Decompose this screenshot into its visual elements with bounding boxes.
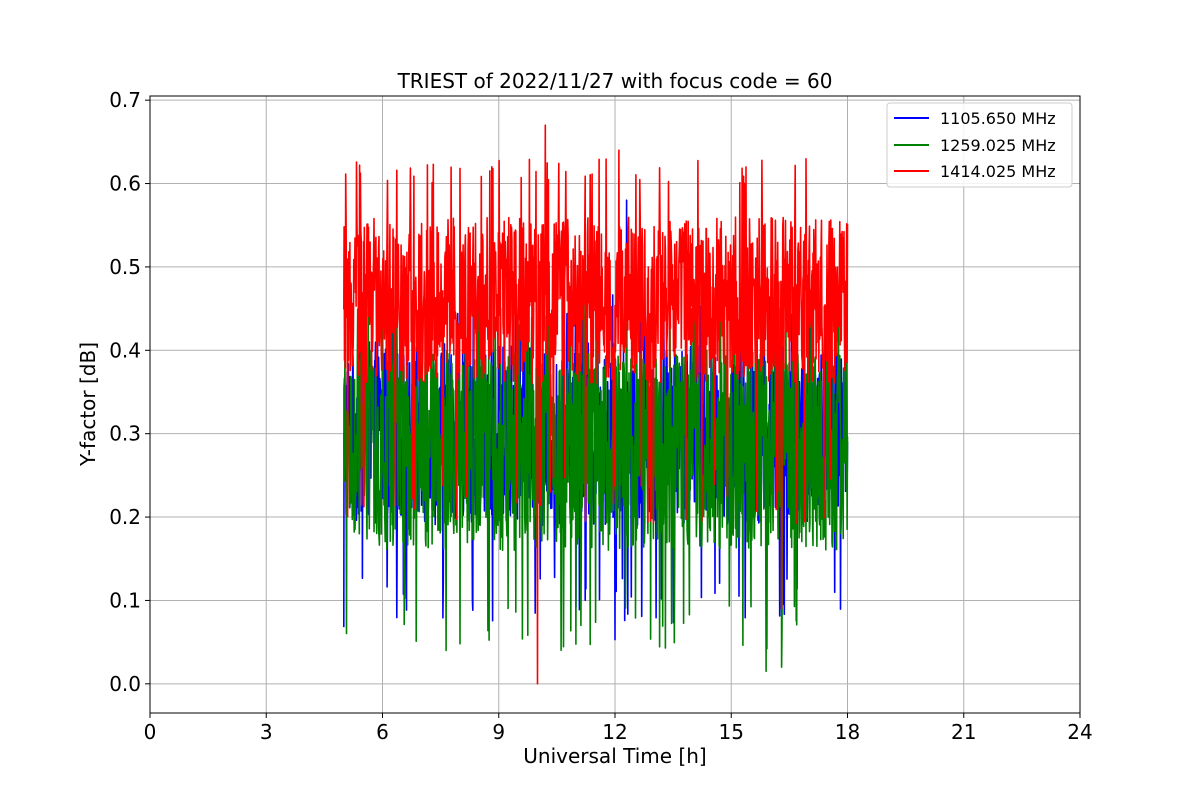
y-tick-label: 0.7 [109, 88, 141, 112]
y-tick-label: 0.0 [109, 672, 141, 696]
y-tick-label: 0.2 [109, 505, 141, 529]
legend-box [886, 102, 1073, 188]
x-tick-label: 21 [951, 720, 976, 744]
y-axis-label: Y-factor [dB] [76, 342, 100, 467]
x-axis-label: Universal Time [h] [523, 744, 706, 768]
x-axis-ticks: 0 3 6 9 12 15 18 21 24 [144, 713, 1093, 744]
legend-label-1414: 1414.025 MHz [940, 162, 1056, 181]
y-tick-label: 0.1 [109, 588, 141, 612]
legend-label-1259: 1259.025 MHz [940, 136, 1056, 155]
x-tick-label: 6 [376, 720, 389, 744]
x-tick-label: 0 [144, 720, 157, 744]
x-tick-label: 18 [835, 720, 860, 744]
x-tick-label: 3 [260, 720, 273, 744]
y-tick-label: 0.3 [109, 422, 141, 446]
series-line-3 [343, 124, 849, 685]
y-tick-label: 0.5 [109, 255, 141, 279]
legend: 1105.650 MHz 1259.025 MHz 1414.025 MHz [886, 102, 1073, 188]
x-tick-label: 12 [602, 720, 627, 744]
x-tick-label: 15 [719, 720, 744, 744]
chart-title: TRIEST of 2022/11/27 with focus code = 6… [397, 69, 833, 93]
series-line-2 [343, 300, 849, 673]
x-tick-label: 9 [492, 720, 505, 744]
y-tick-label: 0.4 [109, 338, 141, 362]
y-tick-label: 0.6 [109, 172, 141, 196]
y-axis-ticks: 0.0 0.1 0.2 0.3 0.4 0.5 0.6 0.7 [109, 88, 150, 696]
plot-area [343, 124, 849, 685]
series-layer [343, 124, 849, 685]
x-tick-label: 24 [1067, 720, 1092, 744]
legend-label-1105: 1105.650 MHz [940, 109, 1056, 128]
